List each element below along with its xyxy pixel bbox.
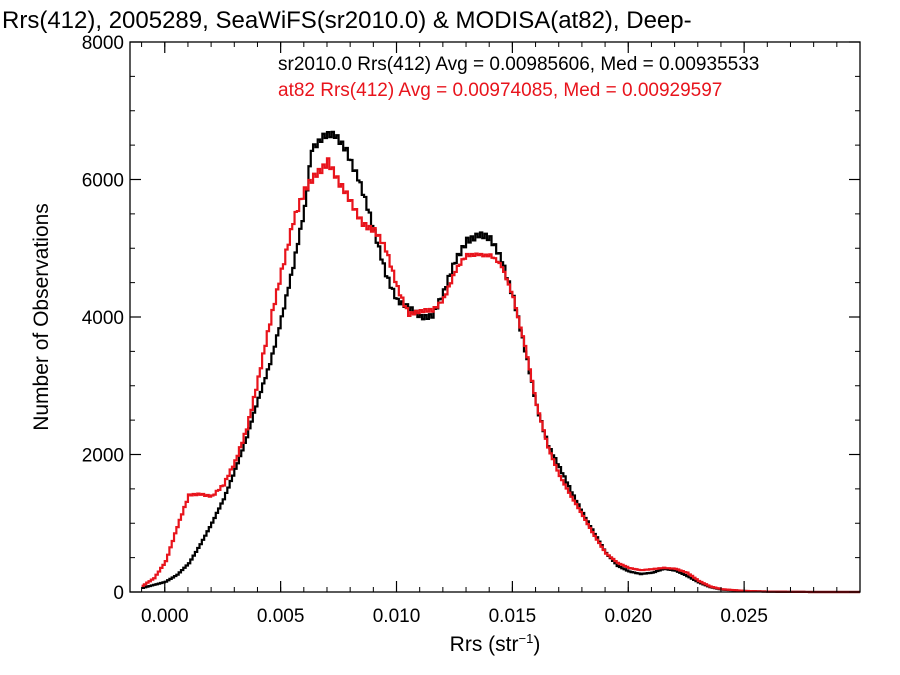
x-tick-label: 0.000 (141, 606, 189, 627)
y-tick-label: 6000 (82, 171, 124, 192)
x-axis-label-main: Rrs (str (450, 633, 519, 656)
x-tick-label: 0.015 (489, 606, 537, 627)
y-tick-label: 2000 (82, 446, 124, 467)
x-tick-label: 0.010 (373, 606, 421, 627)
y-axis-label: Number of Observations (30, 203, 53, 431)
y-tick-label: 0 (113, 583, 124, 604)
x-axis-label-close: ) (533, 633, 540, 656)
plot-frame (129, 41, 861, 593)
chart-title: Rrs(412), 2005289, SeaWiFS(sr2010.0) & M… (2, 7, 692, 34)
y-tick-label: 8000 (82, 33, 124, 54)
legend-entry-at82: at82 Rrs(412) Avg = 0.00974085, Med = 0.… (278, 80, 722, 101)
x-tick-label: 0.020 (604, 606, 652, 627)
x-tick-label: 0.005 (257, 606, 305, 627)
y-tick-label: 4000 (82, 308, 124, 329)
x-axis-label: Rrs (str−1) (450, 631, 541, 656)
x-tick-label: 0.025 (720, 606, 768, 627)
legend-entry-sr2010: sr2010.0 Rrs(412) Avg = 0.00985606, Med … (278, 54, 759, 75)
x-axis-label-superscript: −1 (519, 631, 534, 646)
